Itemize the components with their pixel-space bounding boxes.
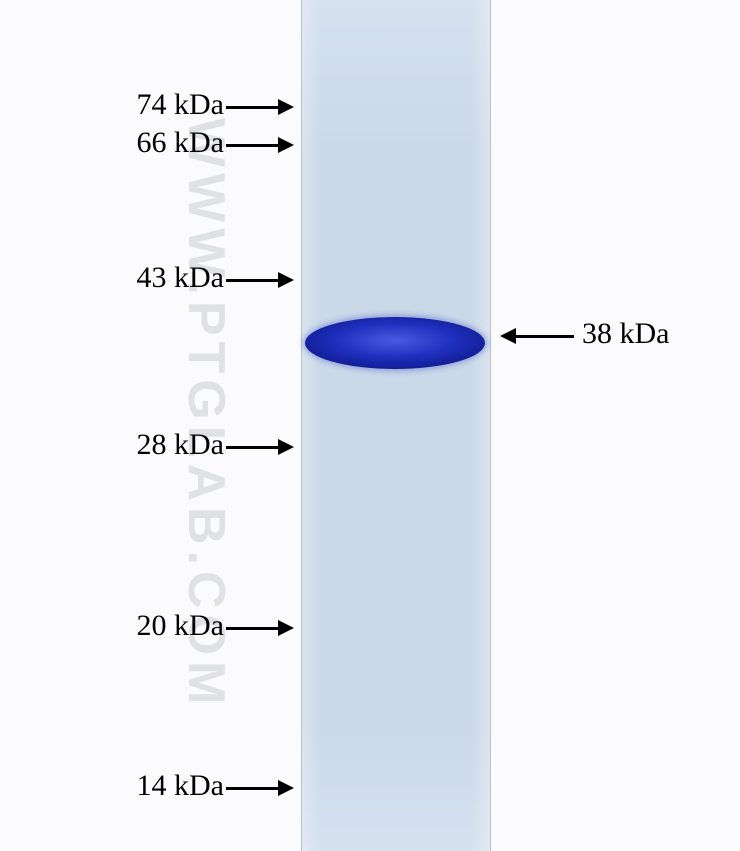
- protein-band: [305, 317, 485, 369]
- sample-label: 38 kDa: [582, 317, 669, 351]
- gel-figure: WWW.PTGLAB.COM74 kDa66 kDa43 kDa28 kDa20…: [0, 0, 740, 851]
- marker-label: 28 kDa: [0, 428, 224, 462]
- marker-label: 14 kDa: [0, 769, 224, 803]
- marker-label: 74 kDa: [0, 88, 224, 122]
- marker-label: 20 kDa: [0, 609, 224, 643]
- gel-lane: [301, 0, 491, 851]
- marker-label: 66 kDa: [0, 126, 224, 160]
- marker-label: 43 kDa: [0, 261, 224, 295]
